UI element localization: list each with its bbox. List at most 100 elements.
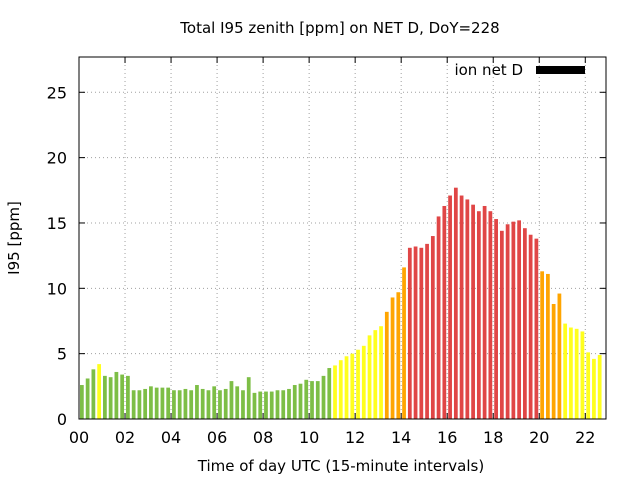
chart-title: Total I95 zenith [ppm] on NET D, DoY=228 (179, 19, 499, 37)
y-tick-label: 20 (47, 149, 67, 168)
legend: ion net D (454, 61, 585, 79)
grid (79, 57, 606, 419)
x-tick-label: 16 (437, 428, 457, 447)
bar (120, 374, 125, 419)
bar (356, 349, 360, 419)
bar (499, 230, 504, 419)
bar (269, 391, 274, 419)
bar (344, 356, 349, 419)
bar (91, 369, 96, 419)
bar (275, 390, 280, 419)
x-tick-label: 08 (253, 428, 273, 447)
bar (419, 247, 424, 419)
x-tick-label: 06 (207, 428, 227, 447)
bar (126, 375, 130, 419)
bar (160, 387, 165, 419)
bar (131, 390, 136, 419)
bar (321, 375, 326, 419)
bar (413, 246, 418, 419)
bar (315, 381, 320, 419)
y-tick-label: 15 (47, 214, 67, 233)
bar (574, 328, 579, 419)
bar (137, 390, 142, 419)
y-tick-labels: 0 5 10 15 20 25 (47, 83, 67, 429)
bar (338, 360, 343, 419)
bar (528, 234, 533, 419)
y-tick-label: 25 (47, 83, 67, 102)
bar (298, 383, 303, 419)
bar (569, 327, 573, 419)
bar (229, 381, 234, 419)
x-tick-label: 02 (115, 428, 135, 447)
bar (453, 187, 458, 419)
bar (246, 377, 251, 419)
bar (200, 388, 205, 419)
bar (258, 391, 263, 419)
bar (390, 297, 395, 419)
x-tick-label: 20 (529, 428, 549, 447)
y-tick-label: 10 (47, 279, 67, 298)
bar (505, 224, 510, 419)
bar (304, 379, 309, 419)
bar (80, 385, 84, 419)
bar (476, 211, 481, 419)
bars (80, 187, 602, 419)
bar (252, 392, 257, 419)
bar (361, 345, 366, 419)
bar (517, 220, 522, 419)
bar (546, 273, 550, 419)
bar (241, 390, 245, 419)
y-tick-label: 0 (57, 410, 67, 429)
x-tick-label: 12 (345, 428, 365, 447)
bar (494, 219, 498, 419)
bar (108, 377, 113, 419)
bar (407, 247, 412, 419)
bar (367, 335, 372, 419)
bar (287, 388, 291, 419)
bar (471, 204, 475, 419)
bar (212, 386, 217, 419)
bar (143, 388, 148, 419)
y-tick-label: 5 (57, 345, 67, 364)
bar (442, 205, 447, 419)
bar (223, 388, 228, 419)
bar (172, 390, 176, 419)
bar (523, 228, 527, 419)
bar (465, 199, 470, 419)
bar (166, 387, 171, 419)
bar (540, 271, 545, 419)
bar (177, 390, 182, 419)
bar (534, 238, 539, 419)
bar (436, 216, 441, 419)
bar (281, 390, 286, 419)
bar (97, 364, 102, 419)
x-tick-label: 22 (575, 428, 595, 447)
bar (373, 330, 378, 419)
x-axis-label: Time of day UTC (15-minute intervals) (197, 457, 484, 475)
bar (557, 293, 562, 419)
bar (511, 221, 516, 419)
bar (195, 385, 199, 419)
bar (563, 323, 568, 419)
bar (114, 371, 119, 419)
bar (235, 386, 240, 419)
bar (327, 368, 332, 419)
bar (430, 236, 435, 419)
bar (310, 381, 314, 419)
x-tick-label: 10 (299, 428, 319, 447)
x-tick-labels: 00 02 04 06 08 10 12 14 16 18 20 22 (69, 428, 596, 447)
bar (402, 267, 406, 419)
bar (425, 243, 429, 419)
bar (103, 375, 107, 419)
bar (448, 195, 452, 419)
bar (551, 303, 556, 419)
bar (459, 195, 464, 419)
bar (333, 365, 337, 419)
bar (85, 378, 90, 419)
bar (592, 358, 596, 419)
bar (580, 331, 585, 419)
bar (264, 391, 268, 419)
bar (597, 354, 602, 419)
bar (488, 211, 493, 419)
